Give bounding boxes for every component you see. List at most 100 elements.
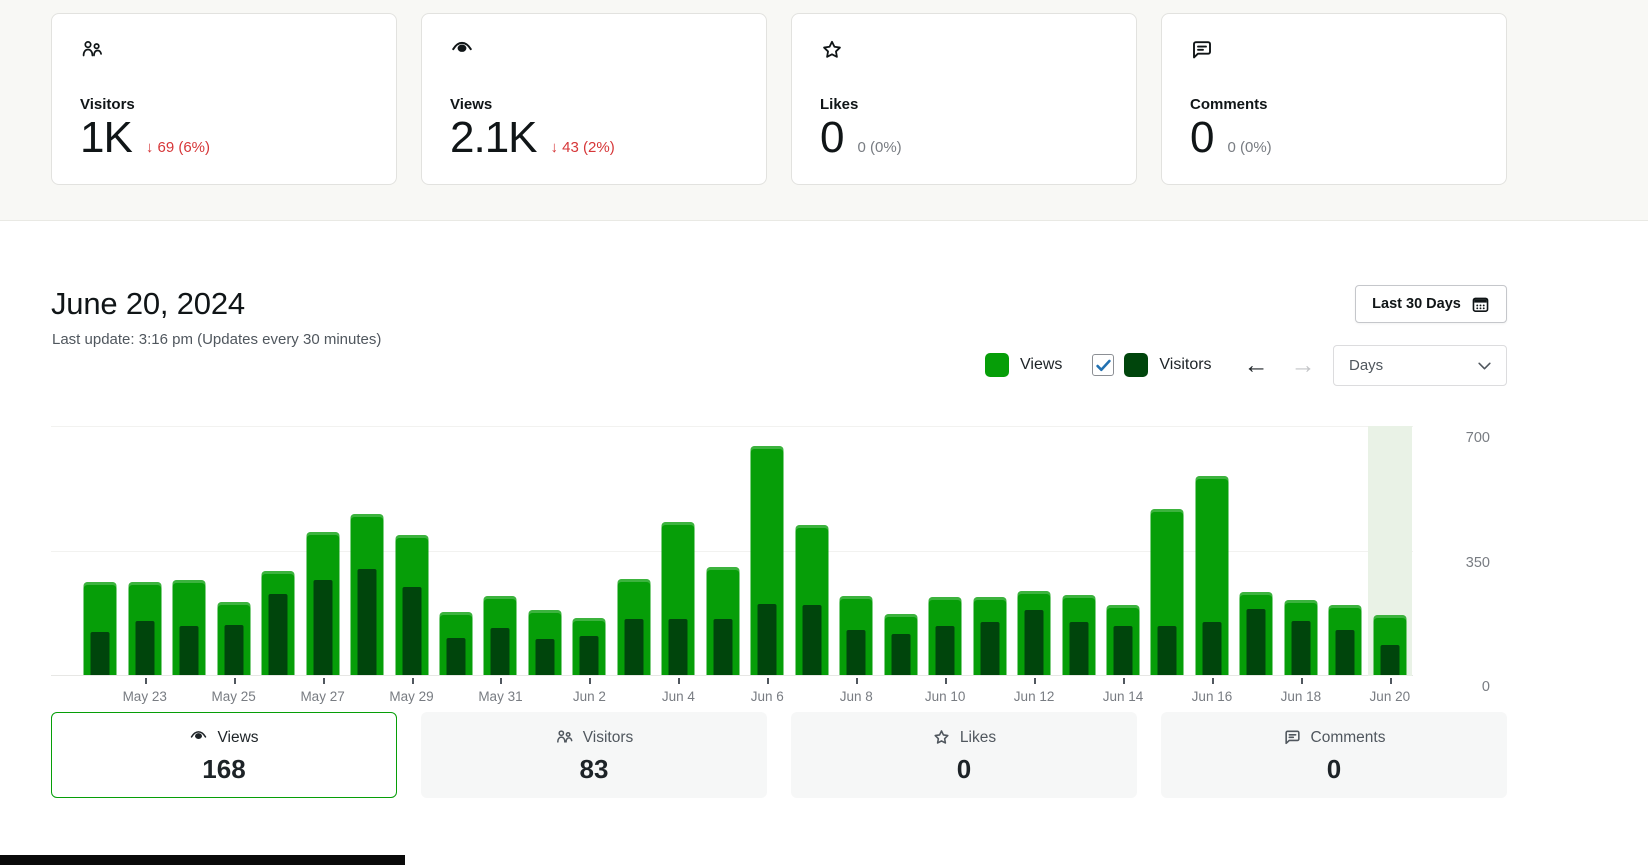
bar-group-may-25[interactable]: May 25 [211,405,256,704]
bar-group-may-24[interactable] [167,405,211,676]
bar-group-jun-14[interactable]: Jun 14 [1101,405,1145,704]
x-tick [1300,678,1303,684]
x-tick [411,678,414,684]
bar-group-jun-11[interactable] [967,405,1011,676]
visitors-bar [757,604,777,675]
bar-group-jun-2[interactable]: Jun 2 [567,405,611,704]
bar-group-jun-5[interactable] [701,405,745,676]
visitors-bar [1380,645,1400,675]
card-value: 0 [1190,113,1215,163]
chart-plot: May 23 May 25 May 27 May 29 May 31 Jun 2 Jun 4… [51,405,1413,704]
next-period-arrow[interactable]: → [1290,350,1316,379]
visitors-bar [1246,609,1266,675]
tab-value: 83 [579,754,609,784]
bar-group-jun-19[interactable] [1323,405,1367,676]
date-range-button[interactable]: Last 30 Days [1355,285,1507,323]
bottom-dark-bar [0,855,405,865]
visitors-bar [313,580,333,675]
x-tick [233,678,236,684]
x-tick-label: May 27 [300,689,345,704]
bar-group-jun-12[interactable]: Jun 12 [1012,405,1056,704]
views-summary-card: Views 2.1K ↓ 43 (2%) [421,13,767,185]
x-tick [1123,678,1126,684]
tab-label: Views [217,728,259,746]
bar-group-may-29[interactable]: May 29 [389,405,434,704]
tab-views[interactable]: Views 168 [51,712,397,798]
tab-label: Visitors [582,728,634,746]
tab-comments[interactable]: Comments 0 [1161,712,1507,798]
bar-group-jun-13[interactable] [1056,405,1100,676]
tab-value: 168 [202,754,246,784]
bar-group-jun-7[interactable] [790,405,834,676]
y-tick-label: 700 [1465,430,1490,446]
bar-group-jun-1[interactable] [523,405,567,676]
bar-group-jun-18[interactable]: Jun 18 [1279,405,1323,704]
y-tick-label: 350 [1465,555,1490,571]
bar-group-may-27[interactable]: May 27 [300,405,345,704]
chart-bars: May 23 May 25 May 27 May 29 May 31 Jun 2 Jun 4… [78,405,1413,704]
x-tick-label: Jun 16 [1191,689,1233,704]
bar-group-jun-9[interactable] [878,405,922,676]
card-value: 2.1K [450,113,538,163]
card-label: Views [450,96,493,114]
bar-group-may-31[interactable]: May 31 [478,405,523,704]
bar-group-jun-4[interactable]: Jun 4 [656,405,700,704]
chevron-down-icon [1478,362,1491,370]
bar-group-may-30[interactable] [434,405,478,676]
visitors-bar [1291,621,1311,675]
visitors-checkbox[interactable] [1092,354,1115,376]
bar-group-may-22[interactable] [78,405,122,676]
bar-group-jun-6[interactable]: Jun 6 [745,405,789,704]
x-tick [1389,678,1392,684]
visitors-legend-label[interactable]: Visitors [1159,356,1212,373]
chart-legend: Views Visitors ← → [985,350,1316,380]
bar-group-jun-10[interactable]: Jun 10 [923,405,967,704]
x-tick [856,678,859,684]
tab-value: 0 [956,754,972,784]
x-tick-label: Jun 14 [1102,689,1144,704]
comment-icon [1283,728,1302,747]
tab-label: Likes [959,728,997,746]
card-delta: ↓ 43 (2%) [550,139,615,157]
tab-visitors[interactable]: Visitors 83 [421,712,767,798]
tab-likes[interactable]: Likes 0 [791,712,1137,798]
y-tick-label: 0 [1481,679,1490,695]
visitors-bar [1024,610,1044,675]
interval-select[interactable]: Days [1333,345,1507,386]
x-tick-label: Jun 8 [839,689,873,704]
visitors-legend-swatch [1124,353,1149,377]
tab-label: Comments [1310,728,1386,746]
visitors-bar [1335,630,1355,675]
previous-period-arrow[interactable]: ← [1243,350,1269,379]
x-tick [322,678,325,684]
star-icon [820,38,844,62]
bar-group-jun-3[interactable] [612,405,656,676]
x-axis-baseline [51,675,1413,676]
card-delta: 0 (0%) [857,139,902,157]
x-tick-label: May 23 [122,689,167,704]
bar-group-may-26[interactable] [256,405,300,676]
visitors-bar [935,626,955,675]
visitors-bar [980,622,1000,675]
bar-group-may-23[interactable]: May 23 [122,405,167,704]
card-delta: 0 (0%) [1227,139,1272,157]
bar-group-jun-16[interactable]: Jun 16 [1190,405,1234,704]
people-icon [555,728,574,747]
bar-group-jun-17[interactable] [1234,405,1278,676]
visitors-bar [624,619,644,675]
visitors-bar [135,621,155,675]
bar-group-may-28[interactable] [345,405,389,676]
bar-group-jun-15[interactable] [1145,405,1189,676]
card-value: 0 [820,113,845,163]
x-tick-label: Jun 2 [572,689,606,704]
visitors-bar [891,634,911,675]
visitors-bar [1157,626,1177,675]
comments-summary-card: Comments 0 0 (0%) [1161,13,1507,185]
card-label: Likes [820,96,859,114]
comment-icon [1190,38,1214,62]
x-tick [767,678,770,684]
bar-group-jun-20[interactable]: Jun 20 [1367,405,1413,704]
x-tick-label: May 29 [389,689,434,704]
bar-group-jun-8[interactable]: Jun 8 [834,405,878,704]
visitors-bar [1202,622,1222,675]
